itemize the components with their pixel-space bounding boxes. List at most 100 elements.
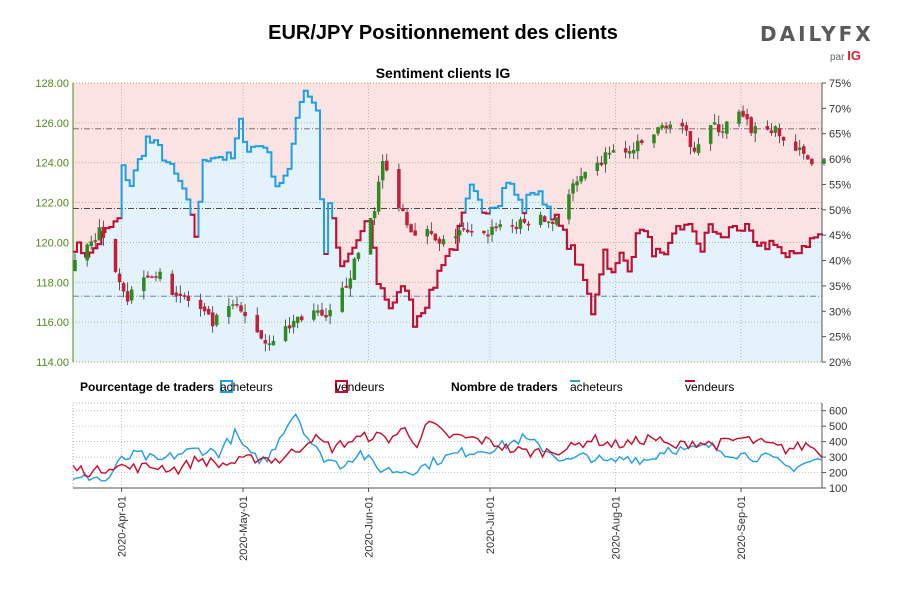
left-tick-label: 114.00 (36, 357, 69, 369)
candle (745, 108, 749, 126)
left-tick-label: 128.00 (35, 78, 69, 90)
net-short-line (190, 213, 199, 238)
left-tick-label: 122.00 (35, 198, 69, 210)
candle-body (372, 211, 377, 219)
candle-body (721, 131, 725, 133)
candle-body (745, 114, 749, 120)
x-tick-label: 2020-Jul-01 (485, 496, 497, 554)
candle (551, 221, 555, 232)
candle-body (567, 194, 571, 220)
candle-body (555, 217, 559, 225)
candle-body (146, 275, 150, 278)
candle-body (380, 161, 385, 181)
candle (320, 302, 324, 317)
candle-body (429, 230, 434, 234)
candle (101, 220, 106, 246)
candle (567, 189, 571, 225)
candle (498, 219, 502, 231)
candle-body (356, 252, 361, 259)
candle-body (154, 276, 158, 278)
left-tick-label: 120.00 (35, 237, 69, 249)
candle (376, 175, 381, 215)
candle-body (636, 140, 640, 152)
candle-body (210, 312, 215, 327)
candle-body (202, 306, 207, 312)
candle-body (806, 155, 810, 160)
left-tick-label: 124.00 (35, 158, 69, 170)
candle (142, 270, 146, 300)
candle-body (340, 287, 344, 312)
candle-body (765, 126, 770, 130)
candle (291, 314, 296, 334)
candle (688, 130, 693, 155)
candle-body (482, 230, 486, 234)
candle-body (510, 225, 515, 227)
candle (522, 213, 527, 224)
sellers-count-line (72, 420, 823, 478)
candle (170, 270, 174, 296)
candle-body (239, 305, 243, 312)
candle (640, 138, 644, 145)
candle-body (741, 110, 745, 117)
candle (263, 334, 268, 352)
candle-body (142, 277, 146, 291)
trader-count-chart: 100 200 300 400 500 600 (72, 402, 847, 495)
candle (235, 296, 239, 308)
candle-body (571, 183, 575, 194)
candle-body (538, 214, 543, 225)
candle (777, 123, 782, 144)
candle (656, 126, 660, 137)
candle-body (437, 238, 442, 244)
candle (753, 122, 757, 143)
buyers-line-icon (570, 380, 580, 382)
candle (401, 203, 405, 212)
candle (348, 270, 353, 297)
candle-body (607, 152, 612, 155)
candle-body (684, 125, 689, 131)
right-tick-label: 60% (829, 154, 851, 166)
candle-body (170, 273, 174, 295)
candle (113, 238, 118, 273)
candle (287, 316, 292, 334)
candle-body (231, 304, 235, 306)
candle-body (579, 176, 583, 182)
candle (769, 123, 774, 136)
candle-body (413, 230, 417, 236)
candle-body (376, 181, 381, 212)
candle-body (117, 273, 122, 283)
candle-body (599, 162, 604, 166)
candle (595, 156, 600, 176)
candle (295, 316, 300, 329)
left-tick-label: 116.00 (36, 317, 69, 329)
chart-subtitle: Sentiment clients IG (375, 65, 511, 81)
candle (380, 154, 385, 189)
candle-body (255, 314, 259, 333)
candle (542, 215, 547, 223)
candle (206, 305, 211, 315)
candle (810, 158, 814, 166)
x-tick-label: 2020-May-01 (238, 496, 250, 561)
candle (579, 167, 583, 184)
candle (312, 303, 316, 322)
candle (182, 292, 187, 300)
candle (425, 225, 430, 245)
candle (708, 125, 713, 151)
candle (607, 146, 612, 160)
candle-body (287, 325, 292, 329)
count-tick-label: 600 (829, 406, 847, 418)
candle-body (324, 315, 328, 318)
candle (146, 271, 150, 279)
candle-body (652, 134, 656, 144)
candle-body (461, 228, 466, 230)
candle (328, 303, 332, 325)
candle-body (810, 158, 814, 165)
sellers-box-icon (335, 380, 348, 393)
candle (150, 275, 154, 278)
candle-body (328, 310, 332, 317)
candle (352, 257, 357, 280)
candle (441, 235, 446, 247)
right-tick-label: 45% (829, 230, 851, 242)
candle (725, 120, 729, 139)
candle-body (227, 305, 231, 317)
candle (494, 222, 498, 232)
